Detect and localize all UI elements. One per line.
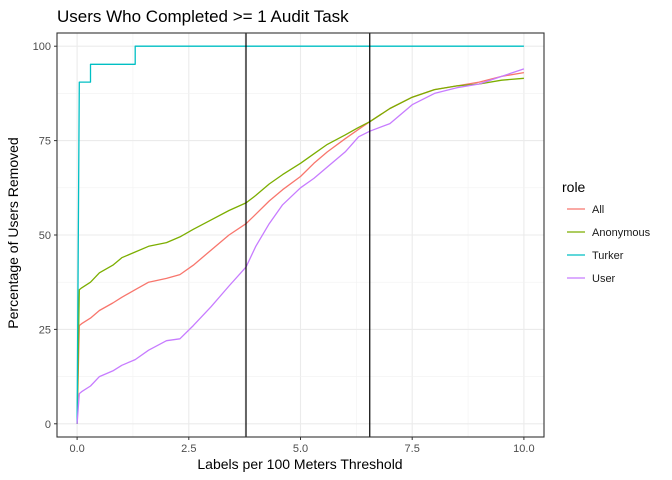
- legend-label-user: User: [592, 273, 616, 285]
- x-tick-label: 5.0: [293, 443, 308, 455]
- x-tick-label: 7.5: [405, 443, 420, 455]
- grid-lines: [57, 33, 544, 437]
- legend-label-all: All: [592, 204, 604, 216]
- y-tick-label: 75: [39, 136, 51, 148]
- chart-title: Users Who Completed >= 1 Audit Task: [57, 7, 349, 26]
- legend: role All Anonymous Turker User: [562, 179, 651, 285]
- threshold-lines: [245, 33, 371, 437]
- y-tick-label: 25: [39, 324, 51, 336]
- y-tick-label: 100: [33, 41, 51, 53]
- legend-title: role: [562, 179, 586, 195]
- y-axis-ticks: 0 25 50 75 100: [33, 41, 57, 431]
- x-tick-label: 2.5: [181, 443, 196, 455]
- x-axis-title: Labels per 100 Meters Threshold: [197, 456, 402, 472]
- series-lines: [76, 45, 525, 424]
- series-line-anonymous: [76, 77, 524, 424]
- legend-label-turker: Turker: [592, 250, 624, 262]
- x-tick-label: 0.0: [69, 443, 84, 455]
- y-axis-title: Percentage of Users Removed: [5, 137, 21, 328]
- series-line-user: [76, 68, 525, 424]
- series-line-turker: [76, 45, 524, 424]
- y-tick-label: 50: [39, 230, 51, 242]
- y-tick-label: 0: [45, 419, 51, 431]
- x-axis-ticks: 0.0 2.5 5.0 7.5 10.0: [69, 437, 535, 455]
- x-tick-label: 10.0: [513, 443, 534, 455]
- legend-label-anonymous: Anonymous: [592, 227, 651, 239]
